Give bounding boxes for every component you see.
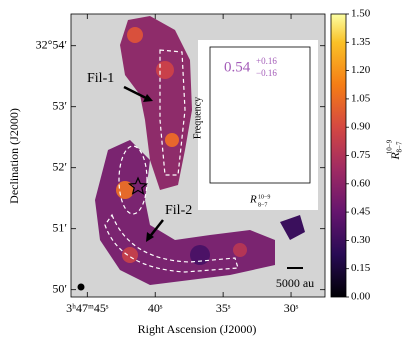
y-axis-label: Declination (J2000) bbox=[7, 108, 21, 204]
colorbar-label: R bbox=[388, 152, 402, 161]
x-tick-label: 40ˢ bbox=[148, 301, 163, 315]
y-tick-label: 53′ bbox=[52, 98, 67, 112]
colorbar-tick-label: 0.00 bbox=[351, 291, 371, 303]
x-tick-label: 3ʰ47ᵐ45ˢ bbox=[66, 301, 109, 315]
estimate-upper: +0.16 bbox=[256, 56, 277, 66]
spot bbox=[122, 247, 138, 263]
colorbar-tick-label: 1.05 bbox=[351, 92, 371, 104]
contour bbox=[159, 49, 186, 176]
colorbar-tick-label: 0.45 bbox=[351, 206, 371, 218]
x-axis-label: Right Ascension (J2000) bbox=[138, 322, 257, 336]
inset-panel bbox=[198, 40, 318, 210]
beam bbox=[77, 283, 85, 291]
y-tick-label: 32°54′ bbox=[36, 37, 68, 51]
colorbar-tick-label: 0.60 bbox=[351, 177, 371, 189]
y-tick-label: 51′ bbox=[52, 220, 67, 234]
inset-frame bbox=[209, 46, 311, 184]
fil1-label: Fil-1 bbox=[87, 71, 114, 86]
spot bbox=[190, 245, 210, 265]
spot bbox=[165, 133, 179, 147]
colorbar-tick-label: 0.30 bbox=[351, 234, 371, 246]
colorbar-tick-label: 0.90 bbox=[351, 121, 371, 133]
arrowhead bbox=[143, 94, 153, 102]
spot bbox=[127, 27, 143, 43]
colorbar bbox=[330, 13, 347, 298]
colorbar-tick-label: 1.35 bbox=[351, 36, 371, 48]
spot bbox=[233, 243, 247, 257]
x-tick-label: 35ˢ bbox=[216, 301, 231, 315]
colorbar-tick-label: 1.50 bbox=[351, 8, 371, 20]
contour bbox=[104, 213, 239, 273]
spot bbox=[156, 61, 174, 79]
colorbar-label-sub: 10−9 bbox=[386, 139, 394, 154]
arrowhead bbox=[146, 232, 154, 242]
colorbar-tick-label: 0.75 bbox=[351, 149, 371, 161]
scale-label: 5000 au bbox=[276, 276, 314, 290]
map-frame bbox=[70, 13, 326, 298]
y-tick-label: 52′ bbox=[52, 159, 67, 173]
estimate-lower: −0.16 bbox=[256, 68, 277, 78]
colorbar-tick-label: 0.15 bbox=[351, 262, 371, 274]
inset-x-label-sub: 8−7 bbox=[258, 202, 267, 208]
y-tick-label: 50′ bbox=[52, 281, 67, 295]
fil2-label: Fil-2 bbox=[165, 203, 192, 218]
blob bbox=[280, 215, 305, 240]
star bbox=[127, 176, 149, 195]
x-tick-label: 30ˢ bbox=[284, 301, 299, 315]
inset-y-label: Frequency bbox=[192, 97, 203, 139]
inset-x-label: R bbox=[249, 194, 257, 206]
estimate: 0.54 bbox=[224, 59, 251, 75]
emission-map bbox=[77, 16, 305, 291]
colorbar-tick-label: 1.20 bbox=[351, 64, 371, 76]
contour bbox=[118, 145, 148, 215]
colorbar-label-sub: 8−7 bbox=[396, 141, 404, 152]
inset-x-label-sub: 10−9 bbox=[258, 194, 270, 200]
